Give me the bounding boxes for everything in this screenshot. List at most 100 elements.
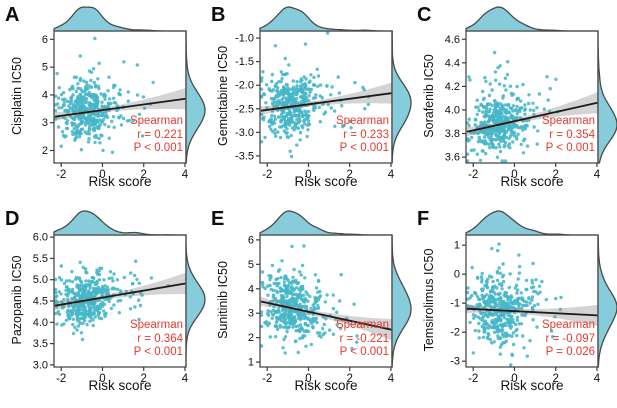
panel-e-sunitinib: -2 0 2 4 1 2 3 4 5 6 E Sunitinib IC50 Risk score … [206,204,412,408]
top-density-curve [465,6,599,32]
right-density-curve [391,234,412,368]
regression-line [54,282,186,307]
panel-a-cisplatin: -2 0 2 4 2 3 4 5 6 A Cisplatin IC50 Risk score S… [0,0,206,204]
x-axis-label: Risk score [88,378,152,393]
x-tick-label: 0 [511,373,517,385]
x-tick-label: 2 [141,373,147,385]
x-tick-label: -2 [56,373,66,385]
y-tick-label: 3.6 [445,152,460,164]
spearman-title: Spearman [335,319,389,331]
x-tick-label: -2 [262,373,272,385]
y-tick-label: -2 [450,327,460,339]
x-axis: -2 0 2 4 [468,367,601,385]
y-tick-label: 4.5 [33,296,48,308]
spearman-p-value: P < 0.001 [339,142,389,154]
top-density-curve [259,210,393,236]
y-tick-label: 4.2 [445,81,460,93]
y-tick-label: -1.5 [235,56,254,68]
y-tick-label: -3.0 [235,127,254,139]
y-axis: 3.0 3.5 4.0 4.5 5.0 5.5 6.0 [33,232,54,371]
spearman-title: Spearman [129,319,183,331]
panel-letter: E [211,208,225,230]
scatter-plot-gemcitabine: -2 0 2 4 -1.0 -1.5 -2.0 -2.5 -3.0 -3.5 [235,6,412,181]
scatter-points [54,36,155,154]
spearman-annotation: Spearman r = 0.221 P < 0.001 [54,115,183,156]
y-tick-label: 6.0 [33,232,48,244]
x-tick-label: 4 [182,169,189,181]
y-axis-label: Sorafenib IC50 [422,54,436,138]
panel-letter: C [417,4,432,26]
spearman-annotation: Spearman r = -0.097 P = 0.026 [466,319,595,360]
right-density-curve [597,234,617,368]
spearman-p-value: P < 0.001 [545,142,595,154]
x-tick-label: 2 [553,373,559,385]
regression-line [54,97,186,118]
y-tick-label: 5.0 [33,274,48,286]
y-tick-label: 1 [454,240,460,252]
y-tick-label: -1.0 [235,33,254,45]
x-tick-label: 4 [594,373,601,385]
panel-b-gemcitabine: -2 0 2 4 -1.0 -1.5 -2.0 -2.5 -3.0 -3.5 B Gemcitab… [206,0,412,204]
y-tick-label: 3.8 [445,128,460,140]
regression-line [260,92,392,112]
y-axis-label: Pazopanib IC50 [10,255,24,345]
x-axis-label: Risk score [88,174,152,189]
x-tick-label: 4 [388,169,395,181]
y-tick-label: 4.4 [445,57,460,69]
x-tick-label: 0 [305,169,311,181]
spearman-title: Spearman [541,115,595,127]
scatter-plot-sorafenib: -2 0 2 4 3.6 3.8 4.0 4.2 4.4 4.6 [445,6,617,181]
spearman-annotation: Spearman r = 0.354 P < 0.001 [466,115,595,156]
y-axis: -3 -2 -1 0 1 [450,240,466,368]
spearman-title: Spearman [335,115,389,127]
spearman-title: Spearman [541,319,595,331]
panel-d-pazopanib: -2 0 2 4 3.0 3.5 4.0 4.5 5.0 5.5 6.0 D Pazopanib I… [0,204,206,408]
spearman-r-value: r = -0.221 [339,332,389,345]
y-axis: 3.6 3.8 4.0 4.2 4.4 4.6 [445,34,466,164]
x-axis-label: Risk score [294,174,358,189]
scatter-plot-pazopanib: -2 0 2 4 3.0 3.5 4.0 4.5 5.0 5.5 6.0 [33,210,206,385]
x-tick-label: -2 [468,373,478,385]
y-tick-label: 3.0 [33,359,48,371]
scatter-plot-cisplatin: -2 0 2 4 2 3 4 5 6 [42,6,206,181]
y-tick-label: 6 [42,34,48,46]
x-tick-label: 2 [141,169,147,181]
scatter-points [54,259,170,342]
panel-c-sorafenib: -2 0 2 4 3.6 3.8 4.0 4.2 4.4 4.6 C Sorafenib IC50… [412,0,617,204]
x-tick-label: 2 [347,373,353,385]
y-tick-label: 4 [42,89,48,101]
spearman-annotation: Spearman r = 0.233 P < 0.001 [260,115,389,156]
panel-letter: F [417,208,430,230]
y-tick-label: 3 [42,117,48,129]
x-axis: -2 0 2 4 [468,163,601,181]
x-tick-label: -2 [56,169,66,181]
spearman-p-value: P < 0.001 [339,346,389,358]
spearman-r-value: r = 0.221 [137,128,183,141]
spearman-p-value: P < 0.001 [133,346,183,358]
regression-line [466,101,598,133]
y-axis-label: Cisplatin IC50 [10,57,24,135]
y-tick-label: 4.0 [33,317,48,329]
x-axis-label: Risk score [500,174,564,189]
x-tick-label: 4 [594,169,601,181]
spearman-annotation: Spearman r = -0.221 P < 0.001 [260,319,389,360]
x-axis: -2 0 2 4 [56,367,189,385]
x-tick-label: 0 [511,169,517,181]
scatter-points [466,50,560,163]
panel-letter: A [5,4,20,26]
y-tick-label: 4 [248,283,254,295]
y-tick-label: 3 [248,308,254,320]
x-axis-label: Risk score [500,378,564,393]
regression-line [260,300,392,331]
spearman-r-value: r = 0.233 [343,128,389,141]
y-tick-label: 1 [248,357,254,369]
top-density-curve [53,210,187,236]
top-density-curve [259,6,393,32]
y-axis-label: Sunitinib IC50 [216,261,230,339]
spearman-p-value: P < 0.001 [133,142,183,154]
x-tick-label: 4 [388,373,395,385]
scatter-plot-sunitinib: -2 0 2 4 1 2 3 4 5 6 [248,210,412,385]
x-tick-label: 2 [553,169,559,181]
panel-f-temsirolimus: -2 0 2 4 -3 -2 -1 0 1 F Temsirolimus IC50 Risk s… [412,204,617,408]
